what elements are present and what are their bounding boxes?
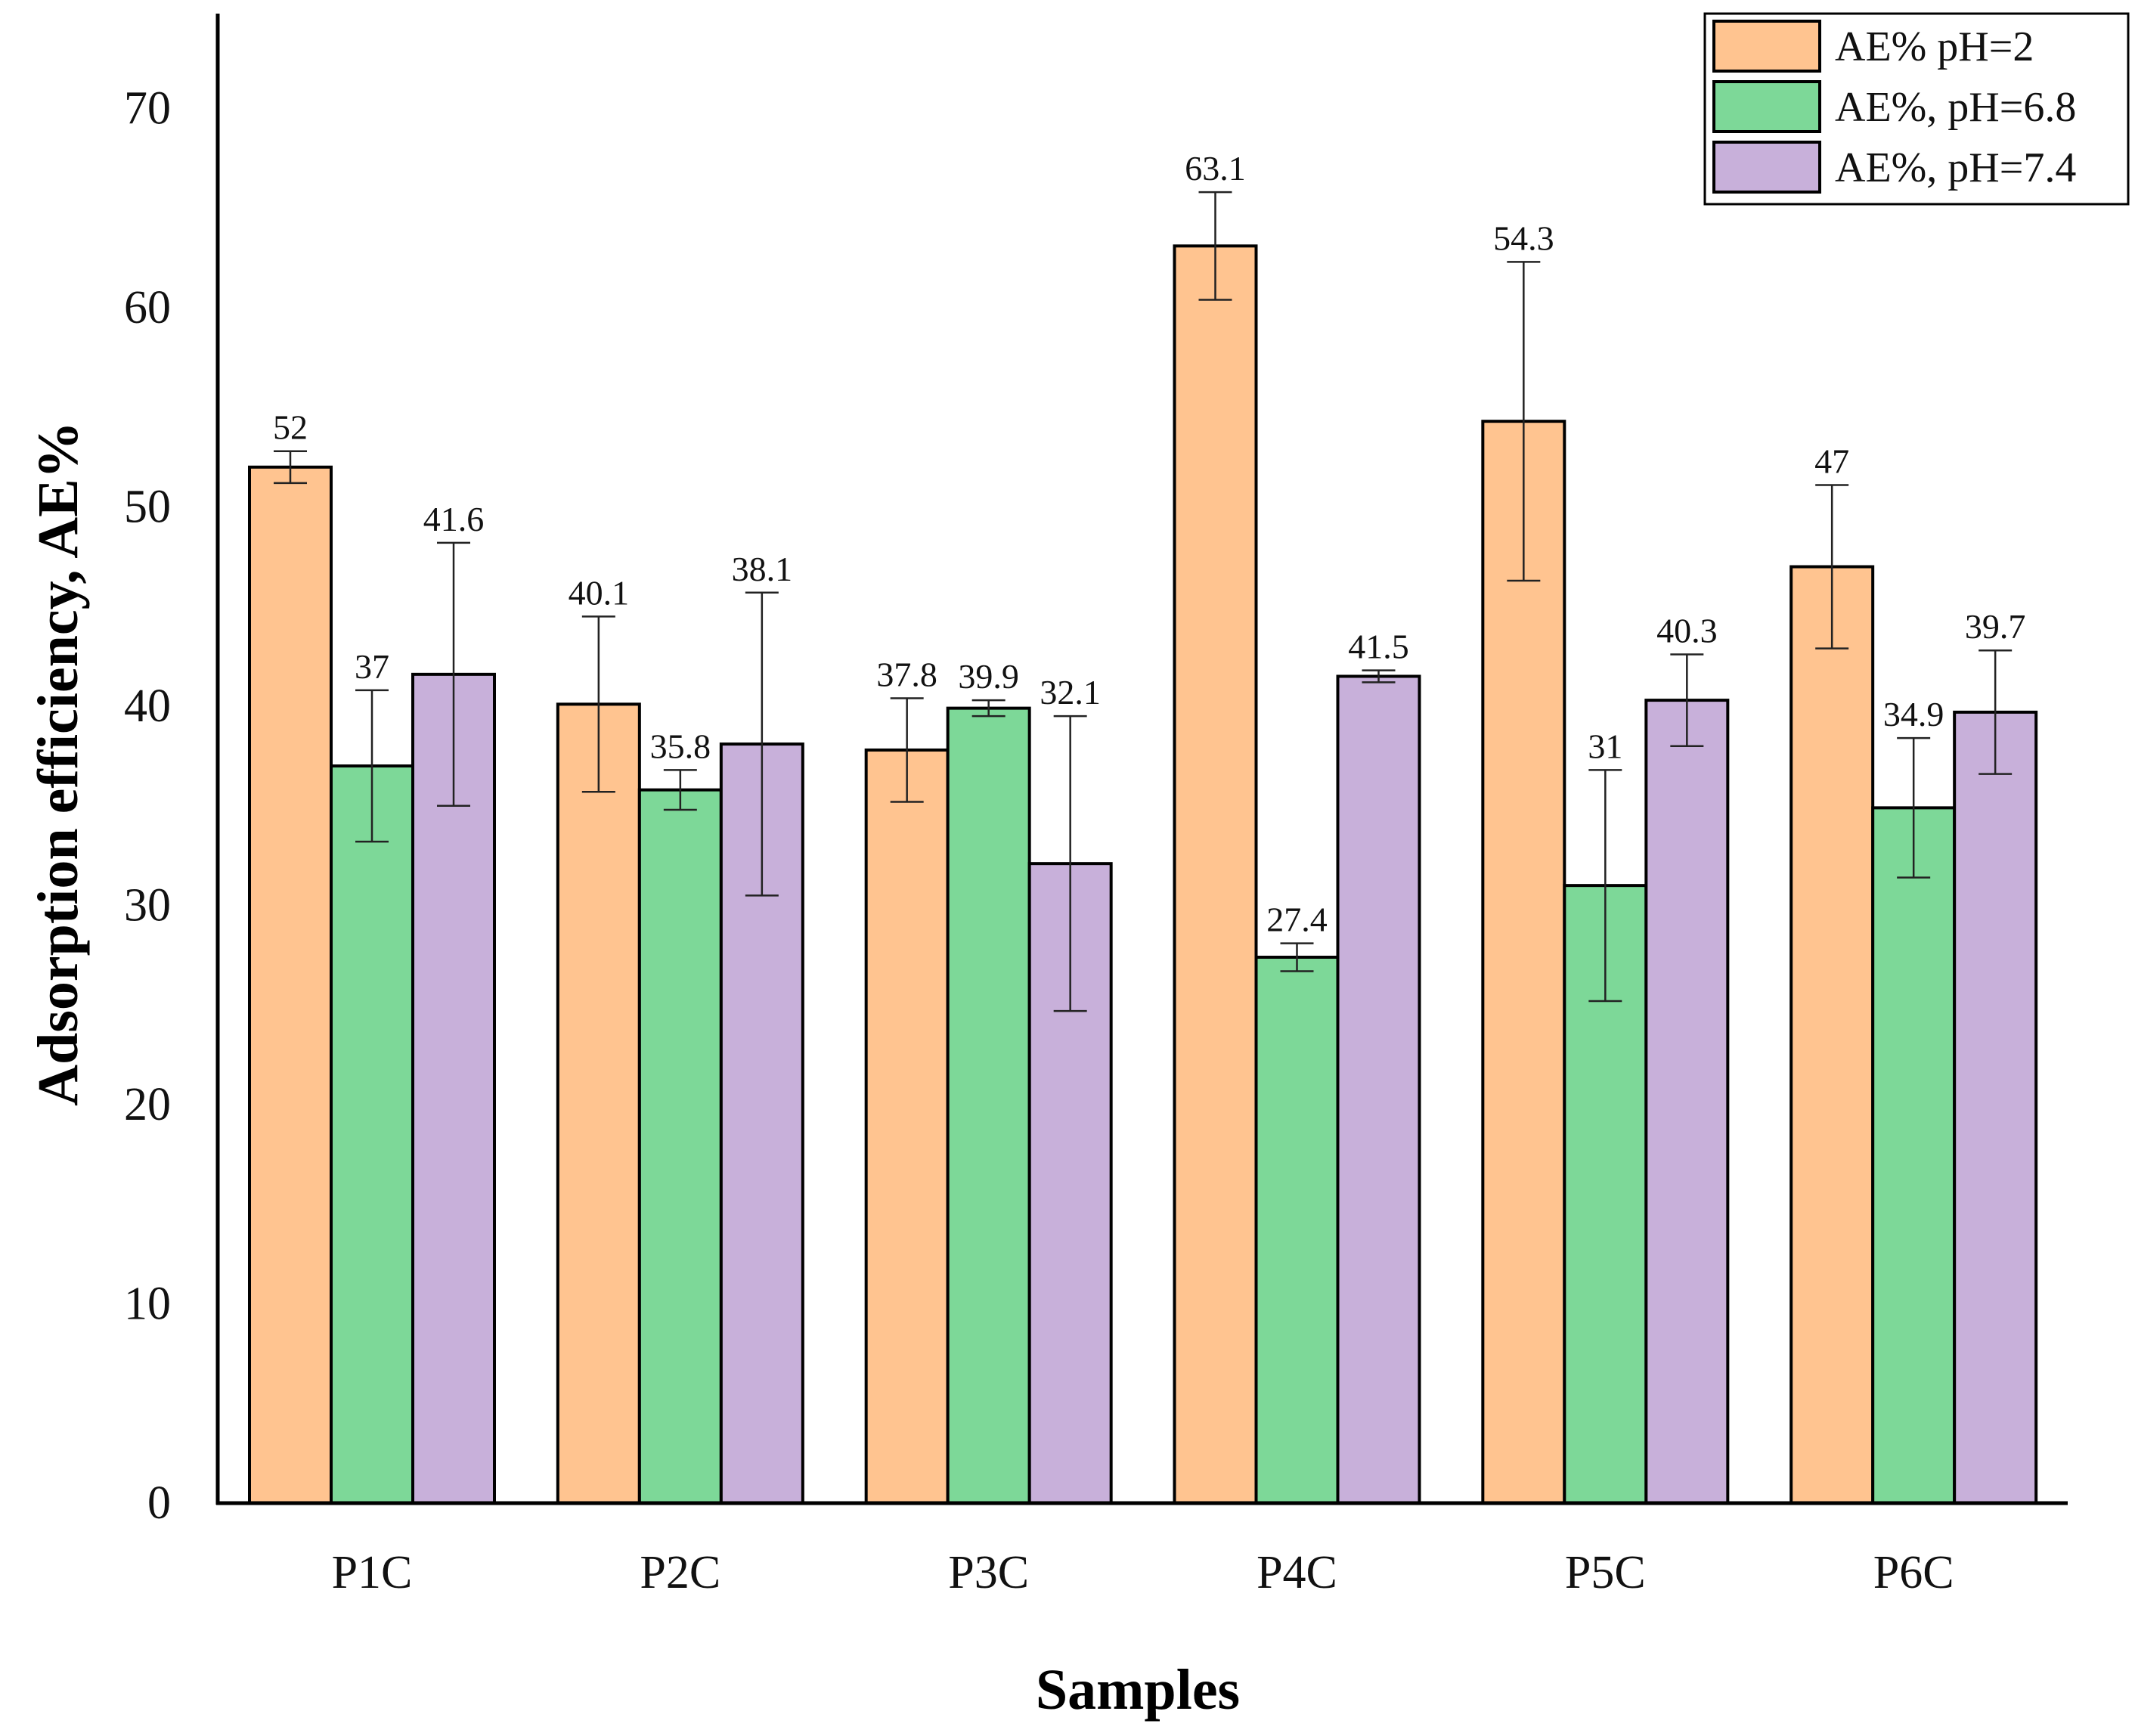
data-labels-group: 52 37 41.6 40.1 35.8 38.1 37.8 39.9 32.1 63.1 27.4… [273,149,2025,938]
error-bar-p2c-series-2 [663,769,697,811]
bar-p5c-series-3 [1644,699,1730,1505]
bar-p4c-series-3 [1336,674,1421,1505]
data-label-p6c-series-2: 34.9 [1883,695,1944,733]
x-tick-label-p1c: P1C [332,1547,413,1598]
legend: AE% pH=2 AE%, pH=6.8 AE%, pH=7.4 [1703,12,2130,206]
data-label-p1c-series-2: 37 [355,647,389,686]
error-bar-p6c-series-2 [1897,736,1931,879]
bar-p6c-series-3 [1953,710,2038,1505]
data-label-p5c-series-2: 31 [1588,727,1622,765]
y-axis-title: Adsorption efficiency, AE% [26,421,90,1106]
legend-swatch-series-2 [1712,80,1821,133]
data-label-p3c-series-2: 39.9 [958,657,1019,696]
data-label-p3c-series-3: 32.1 [1040,673,1101,711]
data-label-p1c-series-1: 52 [273,408,308,447]
data-label-p4c-series-1: 63.1 [1185,149,1246,188]
y-tick-label-70: 70 [124,83,171,135]
error-bar-p4c-series-3 [1362,669,1396,684]
bar-p3c-series-1 [864,748,950,1505]
data-label-p4c-series-3: 41.5 [1348,628,1409,666]
bar-p2c-series-1 [556,702,641,1505]
legend-label-series-2: AE%, pH=6.8 [1835,84,2076,131]
bar-p1c-series-1 [248,465,333,1505]
y-tick-label-40: 40 [124,680,171,732]
x-tick-label-p6c: P6C [1873,1547,1954,1598]
bars-group [248,244,2038,1505]
legend-label-series-3: AE%, pH=7.4 [1835,144,2076,191]
x-tick-label-p4c: P4C [1257,1547,1337,1598]
error-bar-p6c-series-3 [1979,649,2013,775]
error-bar-p1c-series-1 [274,450,307,485]
x-axis-title: Samples [1036,1658,1240,1722]
bar-p3c-series-2 [946,706,1031,1505]
error-bar-p2c-series-3 [745,591,779,897]
data-label-p6c-series-1: 47 [1814,442,1849,481]
legend-swatch-series-3 [1712,141,1821,194]
bar-p6c-series-2 [1871,806,1957,1505]
data-label-p3c-series-1: 37.8 [876,655,937,693]
y-tick-label-30: 30 [124,880,171,932]
y-tick-label-0: 0 [147,1477,171,1529]
error-bar-p1c-series-2 [355,689,389,843]
y-tick-label-50: 50 [124,482,171,533]
legend-swatch-series-1 [1712,20,1821,73]
bar-p4c-series-2 [1254,956,1340,1505]
data-label-p4c-series-2: 27.4 [1266,901,1328,939]
bar-p1c-series-2 [330,764,414,1505]
y-tick-labels: 0 10 20 30 40 50 60 70 [124,83,171,1530]
error-bars-group [274,191,2013,1012]
error-bar-p1c-series-3 [437,541,470,807]
data-label-p2c-series-2: 35.8 [650,727,711,765]
error-bar-p3c-series-2 [971,699,1006,718]
bar-p4c-series-1 [1173,244,1258,1505]
data-label-p5c-series-3: 40.3 [1656,611,1718,649]
y-tick-label-20: 20 [124,1079,171,1130]
error-bar-p5c-series-2 [1588,769,1622,1003]
data-label-p1c-series-3: 41.6 [423,500,485,538]
y-tick-label-10: 10 [124,1279,171,1330]
x-tick-labels: P1C P2C P3C P4C P5C P6C [332,1547,1954,1598]
data-label-p5c-series-1: 54.3 [1493,219,1554,257]
data-label-p2c-series-3: 38.1 [732,550,793,588]
error-bar-p2c-series-1 [581,615,615,793]
error-bar-p3c-series-3 [1053,715,1087,1012]
legend-label-series-1: AE% pH=2 [1835,23,2034,70]
error-bar-p6c-series-1 [1815,484,1849,649]
bar-p5c-series-1 [1481,420,1566,1505]
y-tick-label-60: 60 [124,282,171,333]
axes-group [215,14,2068,1505]
error-bar-p4c-series-1 [1198,191,1232,301]
error-bar-p4c-series-2 [1280,942,1314,972]
error-bar-p5c-series-3 [1670,653,1704,747]
data-label-p2c-series-1: 40.1 [569,573,630,612]
bar-p1c-series-3 [411,672,496,1505]
x-tick-label-p3c: P3C [948,1547,1029,1598]
error-bar-p5c-series-1 [1507,261,1541,582]
bar-p2c-series-2 [637,788,723,1505]
bar-p6c-series-1 [1789,565,1875,1505]
x-tick-label-p2c: P2C [640,1547,720,1598]
error-bar-p3c-series-1 [890,697,924,803]
data-label-p6c-series-3: 39.7 [1965,607,2026,646]
x-tick-label-p5c: P5C [1565,1547,1646,1598]
